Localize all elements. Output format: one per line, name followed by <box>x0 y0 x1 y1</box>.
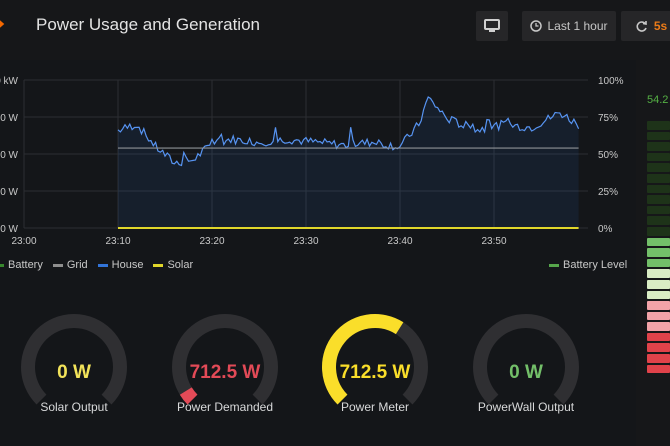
monitor-icon <box>484 19 500 32</box>
y-left-tick: 0 W <box>0 224 18 235</box>
battery-bar-segment <box>647 226 670 236</box>
battery-bar-segment <box>647 152 670 162</box>
dashboard-title[interactable]: Power Usage and Generation <box>36 15 260 34</box>
time-range-label: Last 1 hour <box>547 19 608 33</box>
battery-bar-segment <box>647 364 670 374</box>
y-right-tick: 75% <box>598 113 618 124</box>
legend-swatch <box>52 263 63 267</box>
gauge-value: 712.5 W <box>189 362 261 383</box>
legend-right[interactable]: Battery Level <box>549 259 627 271</box>
refresh-button[interactable]: 5s <box>621 11 670 41</box>
battery-bar-segment <box>647 290 670 300</box>
battery-bar-segment <box>647 173 670 183</box>
gauge-track <box>172 314 278 405</box>
battery-bar-segment <box>647 322 670 331</box>
y-left-tick: 0 kW <box>0 76 19 87</box>
gauge-label: Power Meter <box>340 400 410 414</box>
y-left-tick: 0 W <box>0 187 18 198</box>
battery-bar-segment <box>647 301 670 310</box>
time-range-picker[interactable]: Last 1 hour <box>522 11 616 41</box>
x-tick: 23:50 <box>481 236 506 247</box>
battery-bar-segment <box>647 163 670 172</box>
battery-bar-gauge <box>647 121 670 375</box>
x-tick: 23:10 <box>105 236 130 247</box>
gauge-solar-output <box>21 314 127 405</box>
top-bar: Power Usage and Generation Last 1 hour 5… <box>0 0 670 52</box>
y-right-tick: 50% <box>598 150 618 161</box>
clock-icon <box>530 20 543 32</box>
legend-swatch <box>153 263 164 267</box>
legend-swatch <box>549 263 559 267</box>
battery-bar-segment <box>647 216 670 225</box>
x-tick: 23:00 <box>11 236 36 247</box>
y-right-tick: 25% <box>598 187 618 198</box>
y-right-tick: 0% <box>598 224 613 235</box>
legend-swatch <box>97 263 108 267</box>
x-tick: 23:40 <box>387 236 412 247</box>
legend-item-battery[interactable]: Battery <box>0 259 43 271</box>
gauge-power-demanded <box>172 314 278 405</box>
y-left-tick: 0 W <box>0 150 18 161</box>
legend-label: House <box>111 259 144 271</box>
gauge-track <box>21 314 127 405</box>
gauge-label: Power Demanded <box>176 400 274 414</box>
gauge-label: Solar Output <box>40 400 108 414</box>
battery-bar-segment <box>647 184 670 194</box>
battery-bar-segment <box>647 279 670 289</box>
graph-legend: Battery Grid House Solar <box>0 259 203 271</box>
house-series-line <box>117 96 580 167</box>
battery-bar-segment <box>647 195 670 204</box>
y-right-tick: 100% <box>598 76 624 87</box>
refresh-rate-label: 5s <box>653 19 668 33</box>
refresh-icon <box>636 20 647 32</box>
battery-bar-segment <box>647 269 670 278</box>
gauge-label: PowerWall Output <box>477 400 575 414</box>
tv-mode-button[interactable] <box>476 11 508 41</box>
legend-item-grid[interactable]: Grid <box>52 259 88 271</box>
legend-label: Battery <box>8 259 43 271</box>
legend-label: Solar <box>167 259 194 271</box>
battery-bar-segment <box>647 332 670 342</box>
battery-bar-segment <box>647 354 670 363</box>
dashboard-panel <box>0 60 636 446</box>
y-left-tick: 0 W <box>0 113 18 124</box>
gauge-fill <box>179 387 198 405</box>
battery-bar-segment <box>647 237 670 247</box>
gauge-powerwall-output <box>473 314 579 405</box>
legend-item-house[interactable]: House <box>97 259 144 271</box>
battery-bar-segment <box>647 311 670 321</box>
legend-swatch <box>0 263 4 267</box>
battery-bar-segment <box>647 121 670 130</box>
battery-bar-segment <box>647 248 670 257</box>
gauge-value: 712.5 W <box>339 362 411 383</box>
legend-battery-level-label: Battery Level <box>563 259 628 271</box>
gauge-value: 0 W <box>509 362 543 383</box>
battery-bar-segment <box>647 205 670 215</box>
x-tick: 23:30 <box>293 236 318 247</box>
gauge-value: 0 W <box>57 362 91 383</box>
battery-bar-segment <box>647 142 670 151</box>
legend-item-solar[interactable]: Solar <box>153 259 193 271</box>
battery-bar-segment <box>647 343 670 353</box>
house-series-area <box>118 97 579 228</box>
grafana-logo-icon[interactable] <box>0 14 6 34</box>
battery-bar-segment <box>647 258 670 268</box>
gauge-power-meter <box>322 314 428 405</box>
legend-label: Grid <box>66 259 88 271</box>
x-tick: 23:20 <box>199 236 224 247</box>
battery-bar-segment <box>647 131 670 141</box>
gauge-fill <box>322 314 404 405</box>
battery-percent-text: 54.2 <box>647 94 669 106</box>
gauge-track <box>473 314 579 405</box>
